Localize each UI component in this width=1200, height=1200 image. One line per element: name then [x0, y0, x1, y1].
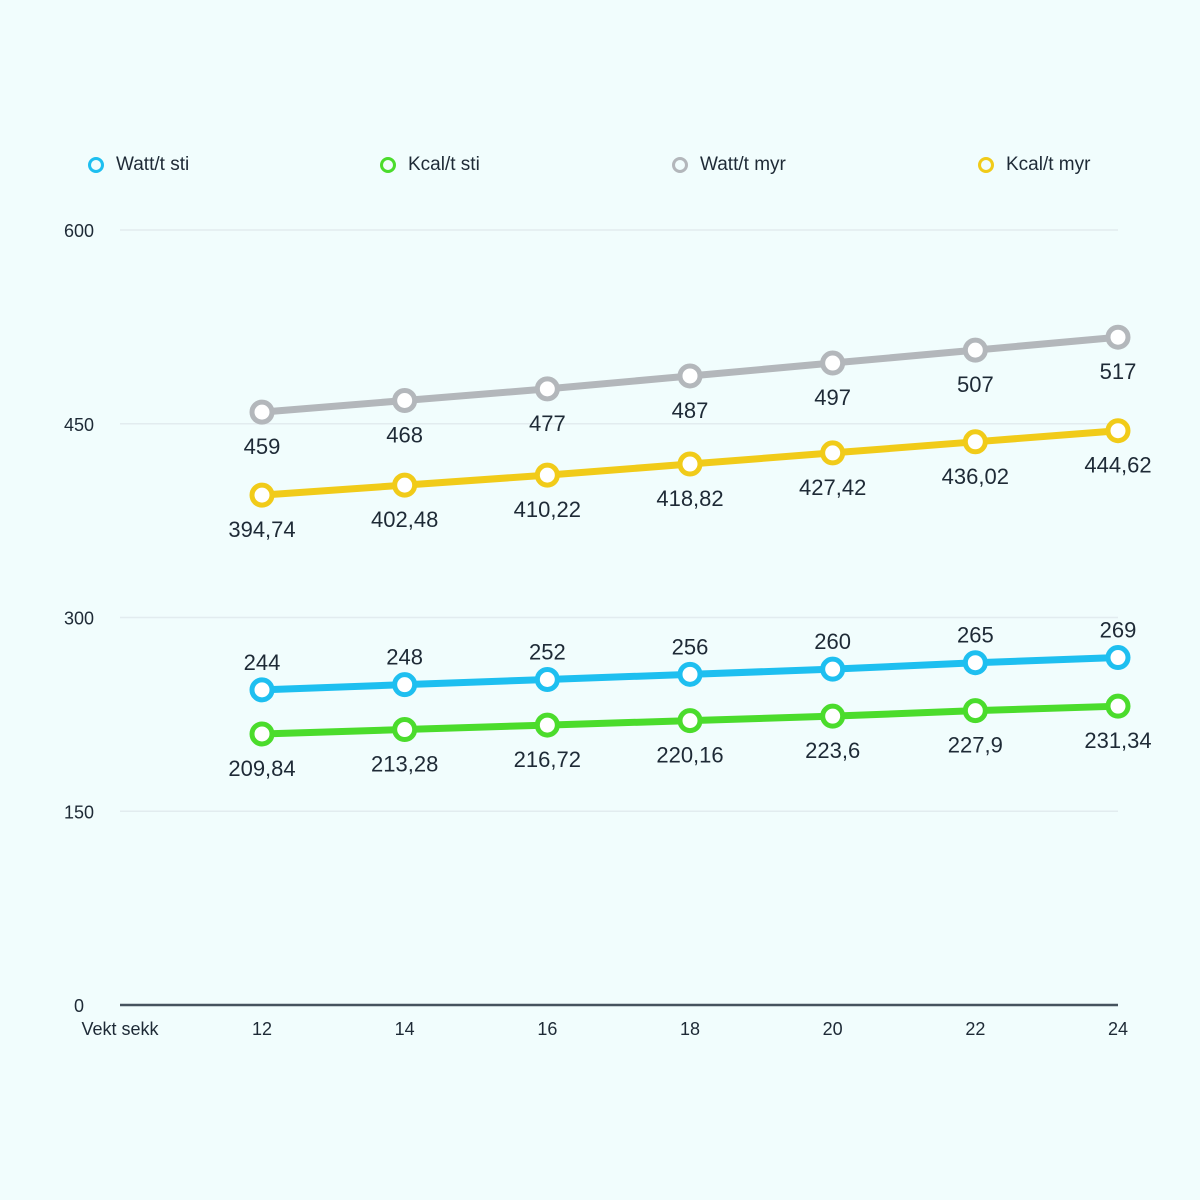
legend-item-watt-myr[interactable]: Watt/t myr [672, 154, 786, 176]
x-tick-label: 18 [680, 1019, 700, 1039]
data-label-watt-t-sti: 269 [1100, 618, 1137, 643]
data-label-kcal-t-sti: 231,34 [1084, 728, 1151, 753]
x-tick-label: 14 [395, 1019, 415, 1039]
data-label-kcal-t-sti: 227,9 [948, 733, 1003, 758]
legend-item-kcal-sti[interactable]: Kcal/t sti [380, 154, 480, 176]
data-label-kcal-t-myr: 402,48 [371, 507, 438, 532]
data-label-watt-t-myr: 487 [672, 398, 709, 423]
legend-label: Watt/t myr [700, 154, 786, 175]
x-tick-label: 22 [965, 1019, 985, 1039]
data-label-watt-t-sti: 244 [244, 650, 281, 675]
data-point-watt-t-myr [392, 388, 418, 413]
data-label-watt-t-sti: 265 [957, 623, 994, 648]
data-label-watt-t-myr: 497 [814, 385, 851, 410]
y-tick-label: 150 [64, 802, 94, 822]
data-point-watt-t-sti [1105, 645, 1131, 671]
x-axis-title: Vekt sekk [81, 1019, 159, 1039]
data-point-kcal-t-sti [677, 708, 703, 734]
data-point-kcal-t-myr [249, 482, 275, 508]
x-tick-label: 12 [252, 1019, 272, 1039]
data-point-watt-t-sti [677, 661, 703, 687]
data-label-watt-t-sti: 252 [529, 640, 566, 665]
x-tick-label: 24 [1108, 1019, 1128, 1039]
legend-item-watt-sti[interactable]: Watt/t sti [88, 154, 189, 176]
data-point-kcal-t-sti [534, 712, 560, 738]
data-point-watt-t-sti [962, 650, 988, 676]
data-label-watt-t-sti: 260 [814, 629, 851, 654]
data-label-kcal-t-myr: 418,82 [656, 486, 723, 511]
legend-label: Kcal/t sti [408, 154, 480, 175]
data-label-watt-t-sti: 248 [386, 645, 423, 670]
data-label-kcal-t-myr: 436,02 [942, 464, 1009, 489]
data-label-kcal-t-sti: 209,84 [228, 756, 295, 781]
data-point-kcal-t-myr [392, 472, 418, 498]
legend-label: Kcal/t myr [1006, 154, 1091, 175]
data-label-kcal-t-myr: 394,74 [228, 517, 295, 542]
data-point-kcal-t-myr [962, 429, 988, 455]
data-point-watt-t-myr [1105, 324, 1131, 350]
data-point-kcal-t-myr [534, 462, 560, 488]
data-label-watt-t-myr: 459 [244, 434, 281, 459]
data-point-kcal-t-myr [677, 451, 703, 477]
data-label-kcal-t-sti: 220,16 [656, 743, 723, 768]
x-tick-label: 20 [823, 1019, 843, 1039]
data-label-watt-t-myr: 517 [1100, 359, 1137, 384]
data-point-watt-t-sti [534, 667, 560, 692]
data-label-kcal-t-myr: 410,22 [514, 497, 581, 522]
data-label-kcal-t-myr: 444,62 [1084, 453, 1151, 478]
data-point-kcal-t-sti [1105, 693, 1131, 719]
y-tick-label: 0 [74, 996, 84, 1016]
data-point-kcal-t-sti [392, 717, 418, 743]
data-point-kcal-t-sti [962, 698, 988, 724]
data-point-kcal-t-myr [820, 440, 846, 466]
data-label-kcal-t-myr: 427,42 [799, 475, 866, 500]
legend-item-kcal-myr[interactable]: Kcal/t myr [978, 154, 1090, 176]
data-label-watt-t-myr: 468 [386, 423, 423, 448]
data-point-kcal-t-myr [1105, 418, 1131, 444]
data-point-watt-t-sti [392, 672, 418, 698]
data-point-watt-t-sti [249, 677, 275, 703]
legend-marker-icon [672, 157, 688, 173]
data-point-kcal-t-sti [820, 703, 846, 729]
legend-marker-icon [978, 157, 994, 173]
legend: Watt/t sti Kcal/t sti Watt/t myr Kcal/t … [0, 154, 1200, 180]
data-point-watt-t-myr [962, 337, 988, 363]
data-point-watt-t-myr [249, 399, 275, 425]
legend-marker-icon [88, 157, 104, 173]
data-point-watt-t-myr [534, 376, 560, 402]
legend-marker-icon [380, 157, 396, 173]
data-point-kcal-t-sti [249, 721, 275, 747]
data-label-kcal-t-sti: 216,72 [514, 747, 581, 772]
x-tick-label: 16 [537, 1019, 557, 1039]
y-tick-label: 450 [64, 415, 94, 435]
data-label-kcal-t-sti: 223,6 [805, 738, 860, 763]
data-point-watt-t-myr [820, 350, 846, 376]
data-label-watt-t-myr: 477 [529, 411, 566, 436]
data-label-watt-t-sti: 256 [672, 634, 709, 659]
data-point-watt-t-myr [677, 363, 703, 389]
data-label-watt-t-myr: 507 [957, 372, 994, 397]
data-label-kcal-t-sti: 213,28 [371, 752, 438, 777]
legend-label: Watt/t sti [116, 154, 190, 175]
y-tick-label: 300 [64, 609, 94, 629]
y-tick-label: 600 [64, 221, 94, 241]
data-point-watt-t-sti [820, 656, 846, 682]
